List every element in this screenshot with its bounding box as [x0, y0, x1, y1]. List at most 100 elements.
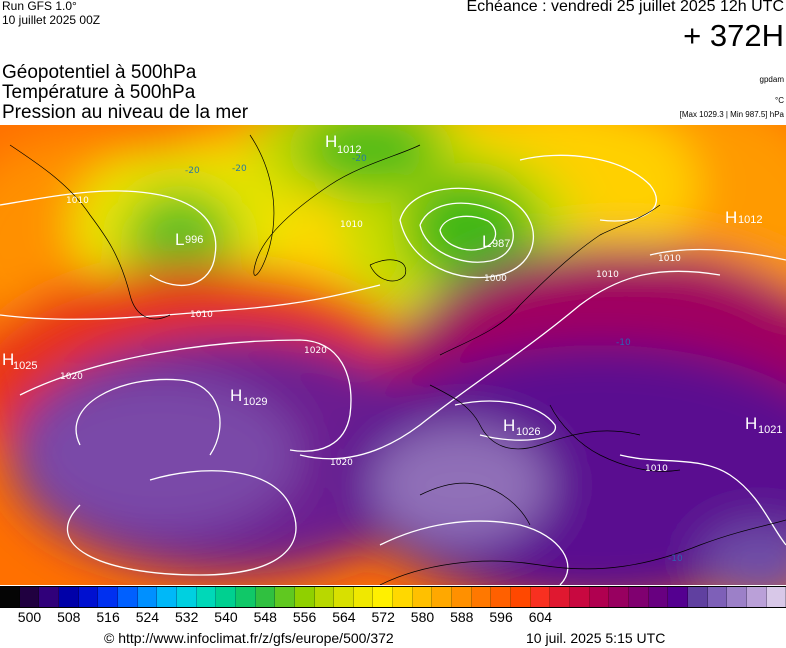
color-swatch: [235, 587, 256, 607]
color-swatch: [176, 587, 197, 607]
pressure-range: [Max 1029.3 | Min 987.5] hPa: [679, 110, 784, 119]
scale-tick-label: 580: [410, 609, 435, 625]
title-geopotential: Géopotentiel à 500hPa: [2, 62, 197, 83]
color-swatch: [117, 587, 138, 607]
scale-tick-label: 508: [57, 609, 81, 625]
svg-text:1026: 1026: [516, 426, 540, 438]
svg-text:H: H: [2, 350, 14, 369]
svg-text:-20: -20: [352, 154, 367, 164]
color-swatch: [216, 587, 236, 607]
scale-tick-label: 548: [253, 609, 277, 625]
color-swatch: [294, 587, 315, 607]
color-scale-ticks: 500 508 516 524 532 540 548 556 564 572 580 588 596 6…: [0, 609, 786, 627]
svg-text:1020: 1020: [304, 346, 327, 356]
color-swatch: [629, 587, 649, 607]
svg-text:1010: 1010: [340, 220, 363, 230]
color-swatch: [393, 587, 413, 607]
color-swatch: [39, 587, 59, 607]
color-swatch: [491, 587, 512, 607]
scale-tick-label: 588: [450, 609, 474, 625]
color-swatch: [19, 587, 40, 607]
color-swatch: [58, 587, 79, 607]
svg-text:-10: -10: [668, 554, 683, 564]
color-swatch: [609, 587, 629, 607]
temperature-labels: -20 -20 -20 -10 -10: [185, 154, 683, 564]
scale-tick-label: 596: [489, 609, 513, 625]
svg-text:-10: -10: [616, 338, 631, 348]
weather-map: H 1012 L 996 L 987 H 1012 H 1025 H 1029 H 1026 …: [0, 125, 786, 585]
isobars: [0, 154, 786, 585]
svg-text:996: 996: [185, 234, 203, 246]
scale-tick-label: 500: [17, 609, 42, 625]
color-swatch: [570, 587, 590, 607]
svg-text:1029: 1029: [243, 396, 267, 408]
color-swatch: [0, 587, 20, 607]
color-swatch: [668, 587, 688, 607]
scale-tick-label: 564: [332, 609, 356, 625]
svg-text:987: 987: [492, 238, 510, 250]
color-swatch: [314, 587, 335, 607]
high-center: H 1021: [745, 414, 782, 436]
forecast-lead-time: + 372H: [683, 18, 784, 53]
color-swatch: [353, 587, 374, 607]
color-swatch: [373, 587, 394, 607]
geopotential-field: [0, 125, 786, 585]
color-swatch: [334, 587, 354, 607]
forecast-valid-time: Echéance : vendredi 25 juillet 2025 12h …: [466, 0, 784, 15]
svg-text:H: H: [725, 208, 737, 227]
scale-tick-label: 556: [292, 609, 317, 625]
color-swatch: [727, 587, 747, 607]
color-swatch: [452, 587, 472, 607]
svg-text:1010: 1010: [645, 464, 668, 474]
isobar-labels: 1010 1010 1010 1010 1020 1020 1020 1010 …: [60, 196, 681, 474]
color-swatch: [511, 587, 531, 607]
scale-tick-label: 572: [371, 609, 395, 625]
color-swatch: [157, 587, 177, 607]
color-swatch: [196, 587, 217, 607]
title-pressure: Pression au niveau de la mer: [2, 102, 249, 123]
color-swatch: [648, 587, 669, 607]
copyright-link[interactable]: © http://www.infoclimat.fr/z/gfs/europe/…: [104, 630, 394, 646]
scale-tick-label: 532: [174, 609, 199, 625]
svg-text:1012: 1012: [738, 214, 762, 226]
color-swatch: [530, 587, 551, 607]
svg-text:H: H: [325, 132, 337, 151]
svg-text:1020: 1020: [330, 458, 353, 468]
color-swatch: [550, 587, 571, 607]
scale-tick-label: 604: [528, 609, 553, 625]
run-date: 10 juillet 2025 00Z: [2, 13, 101, 27]
scale-tick-label: 516: [96, 609, 120, 625]
color-swatch: [137, 587, 158, 607]
svg-text:L: L: [175, 230, 184, 249]
color-swatch: [766, 587, 786, 607]
svg-text:1012: 1012: [337, 144, 361, 156]
generation-timestamp: 10 juil. 2025 5:15 UTC: [526, 630, 666, 646]
svg-text:1010: 1010: [190, 310, 213, 320]
svg-text:L: L: [482, 232, 491, 251]
svg-text:1010: 1010: [658, 254, 681, 264]
scale-tick-label: 540: [214, 609, 238, 625]
color-scale-bar: [0, 586, 786, 608]
color-swatch: [687, 587, 708, 607]
svg-text:1025: 1025: [13, 360, 37, 372]
color-swatch: [412, 587, 433, 607]
coastlines: [9, 134, 786, 585]
unit-geopotential: gpdam: [759, 75, 784, 84]
run-label: Run GFS 1.0°: [2, 0, 77, 13]
low-center: L 987: [482, 232, 510, 251]
low-center: L 996: [175, 230, 203, 249]
svg-text:H: H: [503, 416, 515, 435]
title-temperature: Température à 500hPa: [2, 82, 196, 103]
high-center: H 1029: [230, 386, 267, 408]
color-swatch: [98, 587, 118, 607]
svg-text:H: H: [745, 414, 757, 433]
svg-text:-20: -20: [185, 166, 200, 176]
color-swatch: [275, 587, 295, 607]
scale-tick-label: 524: [135, 609, 160, 625]
color-swatch: [432, 587, 453, 607]
svg-text:H: H: [230, 386, 242, 405]
svg-text:1010: 1010: [596, 270, 619, 280]
unit-temperature: °C: [775, 96, 784, 105]
color-swatch: [78, 587, 99, 607]
